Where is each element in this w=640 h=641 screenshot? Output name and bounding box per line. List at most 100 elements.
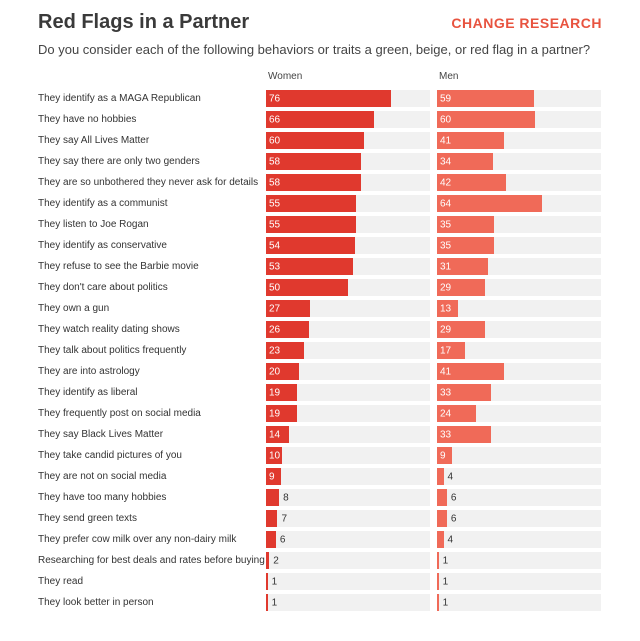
category-label: They identify as conservative: [38, 239, 167, 251]
category-label: They are not on social media: [38, 470, 167, 482]
bar-track: 1: [266, 573, 430, 590]
value-label: 53: [269, 261, 281, 272]
value-label: 7: [281, 513, 288, 524]
chart-subtitle: Do you consider each of the following be…: [38, 42, 591, 57]
bar: [437, 426, 492, 443]
value-label: 64: [440, 198, 452, 209]
bar-track: 41: [437, 132, 601, 149]
gap: [430, 319, 437, 340]
bar: [437, 153, 493, 170]
row: They take candid pictures of you 10 9: [38, 445, 604, 466]
category-label: They listen to Joe Rogan: [38, 218, 149, 230]
gap: [430, 193, 437, 214]
bar-track: 58: [266, 174, 430, 191]
bar-track: 19: [266, 384, 430, 401]
bar: [266, 216, 357, 233]
bar-track: 33: [437, 426, 601, 443]
bar-track: 8: [266, 489, 430, 506]
gap: [430, 109, 437, 130]
row: They have no hobbies 66 60: [38, 109, 604, 130]
bar-track: 1: [437, 552, 601, 569]
rows: They identify as a MAGA Republican 76 59 Th…: [38, 88, 604, 613]
row: They identify as a MAGA Republican 76 59: [38, 88, 604, 109]
bar-track: 6: [266, 531, 430, 548]
category-label: They send green texts: [38, 512, 137, 524]
value-label: 60: [440, 114, 452, 125]
bar-track: 19: [266, 405, 430, 422]
bar-track: 10: [266, 447, 430, 464]
value-label: 1: [271, 576, 278, 587]
row: They prefer cow milk over any non-dairy …: [38, 529, 604, 550]
category-label: They are so unbothered they never ask fo…: [38, 176, 259, 188]
category-label: They don't care about politics: [38, 281, 168, 293]
bar: [437, 405, 477, 422]
category-label: They talk about politics frequently: [38, 344, 187, 356]
bar: [437, 216, 495, 233]
row: They identify as liberal 19 33: [38, 382, 604, 403]
value-label: 9: [440, 450, 446, 461]
bar: [266, 195, 357, 212]
gap: [430, 172, 437, 193]
gap: [430, 340, 437, 361]
category-label: They frequently post on social media: [38, 407, 201, 419]
row: They own a gun 27 13: [38, 298, 604, 319]
value-label: 29: [440, 324, 452, 335]
bar-track: 60: [437, 111, 601, 128]
gap: [430, 466, 437, 487]
bar: [437, 489, 447, 506]
bar: [266, 573, 268, 590]
value-label: 6: [279, 534, 286, 545]
series-header: Women: [268, 71, 303, 82]
bar: [437, 111, 536, 128]
gap: [430, 592, 437, 613]
bar: [266, 321, 309, 338]
bar-track: 50: [266, 279, 430, 296]
value-label: 6: [450, 492, 457, 503]
value-label: 4: [447, 534, 454, 545]
logo: CHANGE RESEARCH: [451, 15, 602, 31]
value-label: 8: [283, 492, 289, 503]
bar: [437, 573, 439, 590]
value-label: 54: [269, 240, 281, 251]
category-label: They say Black Lives Matter: [38, 428, 164, 440]
bar: [266, 363, 299, 380]
bar: [266, 489, 280, 506]
gap: [430, 151, 437, 172]
gap: [430, 130, 437, 151]
bar: [266, 531, 276, 548]
row: They identify as a communist 55 64: [38, 193, 604, 214]
category-label: They watch reality dating shows: [38, 323, 180, 335]
gap: [430, 424, 437, 445]
bar: [266, 552, 270, 569]
value-label: 42: [440, 177, 452, 188]
bar-track: 26: [266, 321, 430, 338]
value-label: 66: [269, 114, 281, 125]
bar-track: 1: [437, 573, 601, 590]
bar: [266, 468, 281, 485]
value-label: 14: [269, 429, 281, 440]
bar-track: 6: [437, 510, 601, 527]
category-label: They say there are only two genders: [38, 155, 200, 167]
bar: [437, 300, 459, 317]
bar-track: 13: [437, 300, 601, 317]
value-label: 27: [269, 303, 281, 314]
bar: [266, 174, 362, 191]
bar: [437, 552, 439, 569]
bar-track: 9: [437, 447, 601, 464]
value-label: 35: [440, 240, 452, 251]
value-label: 4: [447, 471, 454, 482]
value-label: 1: [442, 597, 449, 608]
bar: [437, 447, 452, 464]
bar-track: 6: [437, 489, 601, 506]
bar: [266, 405, 298, 422]
category-label: They prefer cow milk over any non-dairy …: [38, 533, 237, 545]
category-label: They identify as a MAGA Republican: [38, 92, 201, 104]
chart-title: Red Flags in a Partner: [38, 11, 250, 33]
bar: [437, 384, 492, 401]
bar-track: 59: [437, 90, 601, 107]
bar-track: 53: [266, 258, 430, 275]
gap: [430, 277, 437, 298]
bar-track: 9: [266, 468, 430, 485]
bar: [437, 363, 505, 380]
